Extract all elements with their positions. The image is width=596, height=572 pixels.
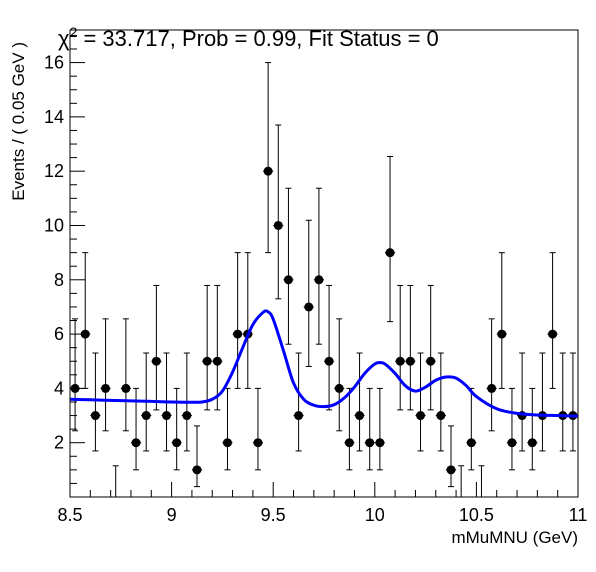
data-point — [141, 411, 151, 421]
plot-frame — [69, 29, 579, 498]
data-point — [233, 329, 243, 339]
data-point — [304, 302, 314, 312]
data-point — [283, 275, 293, 285]
fit-curve — [69, 309, 579, 418]
x-tick-label: 10.5 — [459, 505, 494, 525]
y-tick-label: 2 — [54, 433, 64, 453]
data-point — [151, 356, 161, 366]
data-point — [385, 248, 395, 258]
data-point — [446, 465, 456, 475]
x-axis-label: mMuMNU (GeV) — [451, 528, 578, 547]
y-tick-label: 6 — [54, 324, 64, 344]
data-point — [395, 356, 405, 366]
data-point — [375, 438, 385, 448]
data-point — [344, 438, 354, 448]
data-point — [162, 411, 172, 421]
data-point — [192, 465, 202, 475]
data-point — [416, 411, 426, 421]
data-point — [497, 329, 507, 339]
y-tick-label: 14 — [44, 107, 64, 127]
data-point — [121, 383, 131, 393]
y-tick-label: 4 — [54, 378, 64, 398]
data-point — [202, 356, 212, 366]
y-tick-label: 16 — [44, 53, 64, 73]
y-axis-label: Events / ( 0.05 GeV ) — [9, 42, 28, 201]
data-markers — [70, 166, 578, 475]
data-point — [355, 411, 365, 421]
data-point — [314, 275, 324, 285]
data-point — [212, 356, 222, 366]
data-point — [182, 411, 192, 421]
y-axis-ticks: 2 4 6 8 10 12 14 16 — [44, 34, 85, 484]
data-point — [253, 438, 263, 448]
y-tick-label: 12 — [44, 161, 64, 181]
data-point — [131, 438, 141, 448]
chart-title: χ2 = 33.717, Prob = 0.99, Fit Status = 0 — [58, 24, 439, 51]
data-point — [466, 438, 476, 448]
data-point — [101, 383, 111, 393]
data-point — [436, 411, 446, 421]
data-point — [90, 411, 100, 421]
data-point — [80, 329, 90, 339]
y-tick-label: 10 — [44, 215, 64, 235]
data-point — [527, 438, 537, 448]
data-point — [426, 356, 436, 366]
data-point — [487, 383, 497, 393]
data-point — [324, 356, 334, 366]
data-point — [365, 438, 375, 448]
data-point — [548, 329, 558, 339]
x-axis-ticks: 8.5 9 9.5 10 10.5 11 — [57, 482, 587, 525]
data-point — [263, 166, 273, 176]
x-tick-label: 11 — [569, 505, 588, 525]
x-tick-label: 9.5 — [261, 505, 286, 525]
y-tick-label: 8 — [54, 270, 64, 290]
data-point — [334, 383, 344, 393]
data-point — [405, 356, 415, 366]
x-tick-label: 9 — [167, 505, 177, 525]
data-point — [507, 438, 517, 448]
data-point — [273, 220, 283, 230]
data-point — [172, 438, 182, 448]
data-point — [294, 411, 304, 421]
x-tick-label: 10 — [365, 505, 385, 525]
x-tick-label: 8.5 — [57, 505, 82, 525]
data-point — [222, 438, 232, 448]
